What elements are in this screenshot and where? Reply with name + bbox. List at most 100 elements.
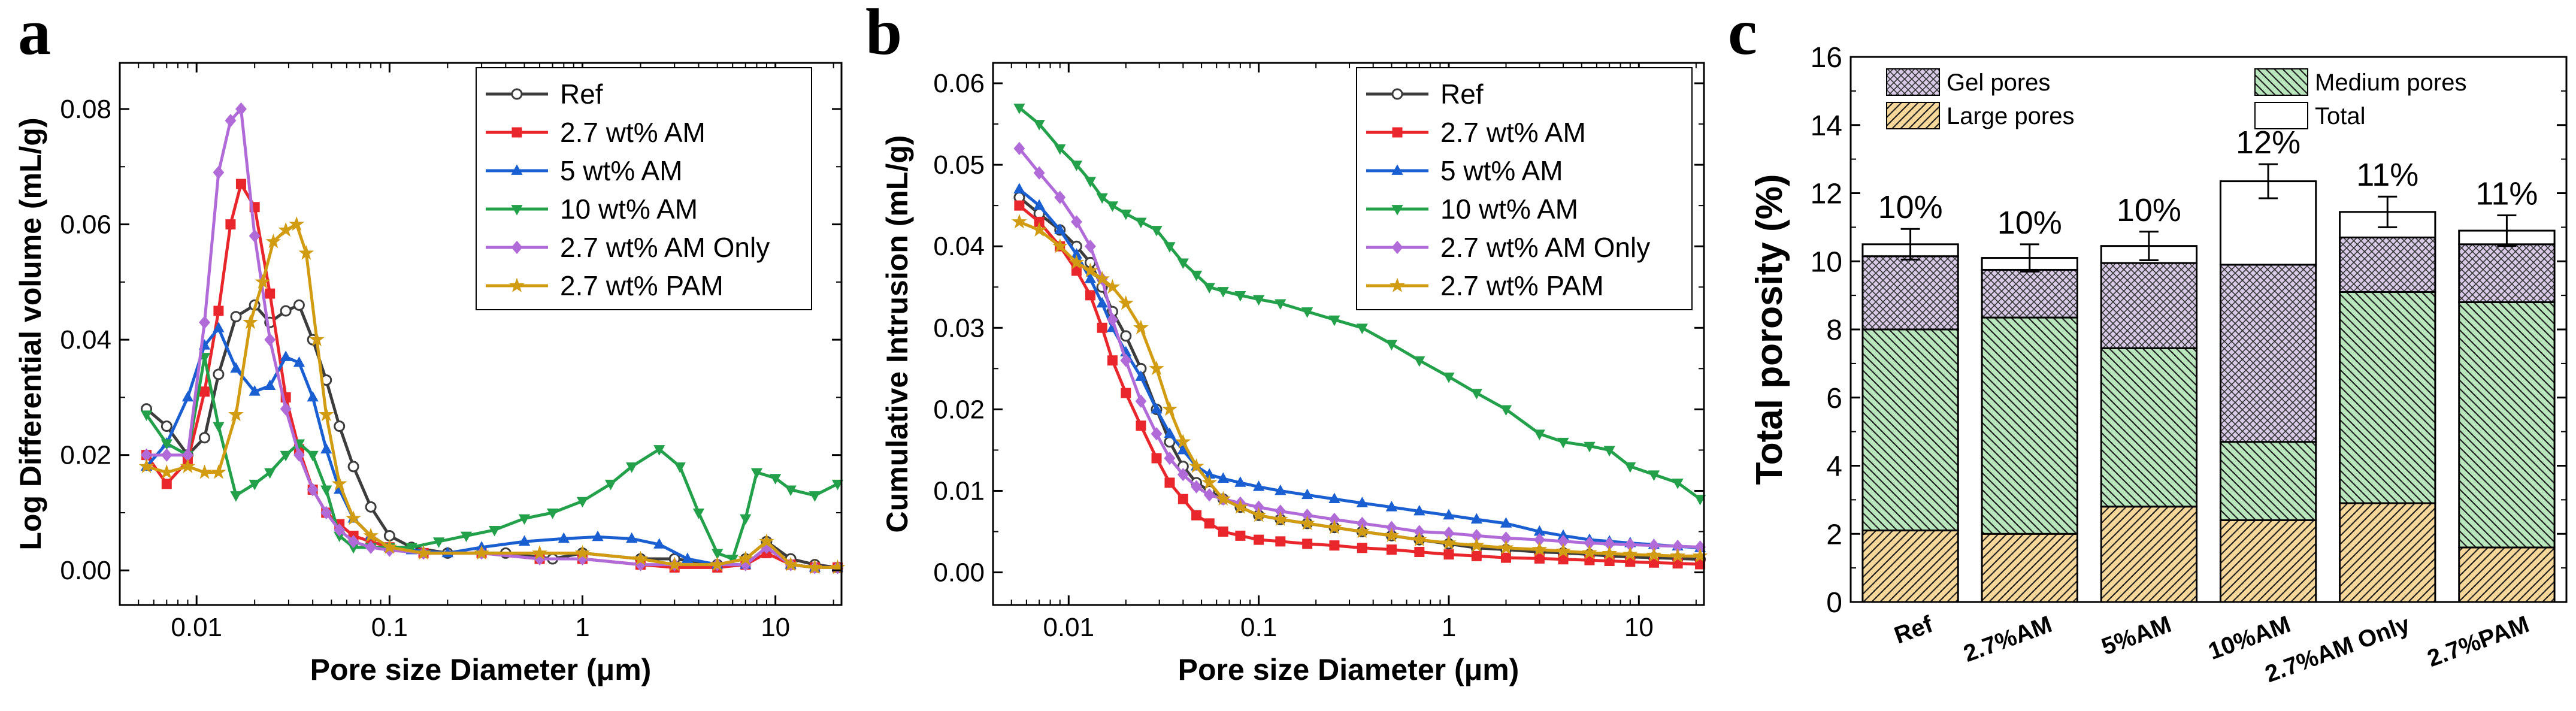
data-point bbox=[518, 535, 531, 546]
data-point bbox=[518, 514, 531, 525]
panel-b-chart: 0.01 0.1 1 10 0.00 0.01 0.02 0.03 0.04 0.05 0.06 Po… bbox=[880, 62, 1708, 686]
legend-marker bbox=[1391, 164, 1403, 175]
data-point bbox=[1106, 313, 1118, 326]
data-point bbox=[1443, 509, 1455, 520]
data-point bbox=[831, 479, 844, 491]
data-point bbox=[1411, 531, 1427, 547]
legend-item-ref: Ref bbox=[486, 78, 603, 110]
data-point bbox=[1356, 323, 1368, 334]
legend-label: 2.7 wt% AM Only bbox=[560, 232, 770, 263]
data-point bbox=[604, 479, 617, 491]
bar-segment-large-pores bbox=[1981, 533, 2078, 603]
data-point bbox=[298, 245, 314, 260]
bar-segment-gel-pores bbox=[2100, 262, 2198, 349]
data-point bbox=[1034, 216, 1045, 227]
data-point bbox=[1648, 470, 1660, 481]
legend-item-2-7-wt-pam: 2.7 wt% PAM bbox=[1366, 270, 1604, 301]
data-point bbox=[1013, 103, 1025, 114]
data-point bbox=[365, 540, 377, 554]
data-point bbox=[225, 219, 236, 230]
panel-letter-c: c bbox=[1728, 0, 1757, 68]
data-point bbox=[750, 468, 763, 479]
data-point bbox=[293, 299, 305, 311]
data-point bbox=[1327, 519, 1342, 534]
data-point bbox=[1084, 177, 1097, 187]
legend-label: 5 wt% AM bbox=[560, 155, 683, 186]
x-tick-label: 0.01 bbox=[1043, 613, 1094, 642]
data-point bbox=[770, 474, 782, 485]
data-point bbox=[1118, 295, 1134, 310]
bar-group-2-7-am: 10% 2.7%AM bbox=[1960, 205, 2078, 667]
data-point bbox=[161, 420, 172, 432]
data-point bbox=[674, 462, 686, 473]
data-point bbox=[1201, 474, 1218, 489]
data-point bbox=[1413, 504, 1425, 516]
data-point bbox=[346, 510, 361, 525]
x-tick-label: 1 bbox=[1442, 613, 1456, 642]
x-tick-label: 2.7%AM bbox=[1960, 611, 2056, 667]
legend-label: 5 wt% AM bbox=[1440, 155, 1563, 186]
data-point bbox=[1096, 296, 1108, 308]
legend-swatch bbox=[1886, 68, 1940, 96]
legend-label: 2.7 wt% AM bbox=[560, 117, 706, 148]
data-point bbox=[211, 464, 226, 479]
data-point bbox=[1164, 477, 1175, 488]
y-tick-label: 0.06 bbox=[933, 69, 985, 98]
data-point bbox=[1252, 480, 1265, 491]
legend-label: 2.7 wt% AM bbox=[1440, 117, 1586, 148]
data-point bbox=[1646, 547, 1662, 562]
data-point bbox=[1203, 283, 1215, 294]
data-point bbox=[1299, 515, 1315, 530]
data-point bbox=[1329, 540, 1340, 551]
x-tick-label: Ref bbox=[1891, 611, 1936, 649]
data-label: 12% bbox=[2236, 125, 2300, 161]
data-point bbox=[692, 509, 705, 519]
data-point bbox=[138, 458, 155, 473]
bar-segment-medium-pores bbox=[2219, 441, 2317, 521]
data-point bbox=[320, 485, 332, 497]
legend-label: 10 wt% AM bbox=[560, 193, 698, 225]
data-point bbox=[265, 233, 281, 249]
legend-label: 2.7 wt% PAM bbox=[560, 270, 724, 301]
y-tick-label: 0.04 bbox=[933, 232, 985, 261]
data-point bbox=[320, 506, 332, 520]
data-point bbox=[181, 391, 194, 402]
legend-marker bbox=[1391, 240, 1403, 255]
data-point bbox=[1177, 494, 1188, 504]
data-point bbox=[1188, 458, 1204, 473]
series-line-2-7-wt-am bbox=[1018, 204, 1700, 566]
data-point bbox=[1177, 258, 1189, 270]
data-point bbox=[1013, 183, 1025, 193]
bar-segment-large-pores bbox=[2219, 519, 2317, 603]
data-point bbox=[1251, 507, 1267, 522]
series-line-5-wt-am bbox=[1018, 187, 1700, 550]
legend-item-total: Total bbox=[2254, 102, 2366, 129]
series-10-wt-am bbox=[1013, 103, 1706, 506]
data-point bbox=[1033, 120, 1045, 131]
data-point bbox=[1234, 476, 1246, 487]
data-point bbox=[1441, 535, 1457, 550]
bar-segment-medium-pores bbox=[2100, 347, 2198, 508]
data-point bbox=[278, 222, 294, 237]
series-line-10-wt-am bbox=[145, 355, 839, 561]
data-point bbox=[307, 450, 319, 462]
data-point bbox=[1085, 290, 1095, 301]
data-point bbox=[460, 531, 473, 543]
data-point bbox=[1275, 484, 1287, 495]
data-point bbox=[180, 458, 196, 473]
data-point bbox=[1602, 545, 1618, 561]
data-point bbox=[474, 544, 489, 560]
data-point bbox=[289, 216, 305, 231]
bar-segment-medium-pores bbox=[2458, 301, 2556, 549]
data-point bbox=[416, 544, 431, 560]
data-point bbox=[1301, 307, 1313, 318]
legend-marker bbox=[1390, 277, 1405, 292]
data-point bbox=[1097, 322, 1107, 333]
bar-group-10-am: 12%10%AM bbox=[2205, 125, 2317, 665]
legend-swatch bbox=[1886, 102, 1940, 129]
data-point bbox=[1120, 353, 1132, 367]
y-tick-label: 8 bbox=[1826, 314, 1842, 346]
data-point bbox=[334, 420, 346, 432]
data-point bbox=[309, 331, 325, 347]
data-point bbox=[1162, 401, 1177, 416]
